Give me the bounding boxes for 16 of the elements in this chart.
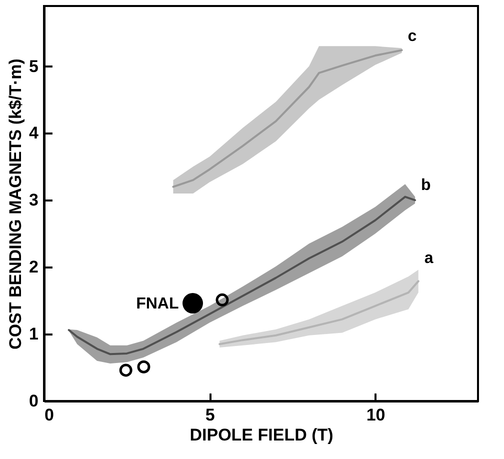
y-tick-label: 0 xyxy=(29,392,38,410)
x-tick-label: 10 xyxy=(366,406,386,424)
y-tick-label: 2 xyxy=(29,258,38,277)
y-tick-label: 5 xyxy=(29,56,38,76)
x-axis-title: DIPOLE FIELD (T) xyxy=(190,426,334,444)
line-series xyxy=(218,280,420,346)
y-tick-label: 1 xyxy=(29,324,38,344)
series-label: c xyxy=(408,28,417,46)
series-label: FNAL xyxy=(136,295,179,312)
series-label: a xyxy=(424,250,434,267)
y-tick-label: 4 xyxy=(29,124,40,143)
x-tick-label: 5 xyxy=(205,406,215,424)
series-label: b xyxy=(421,176,432,194)
y-axis-title: COST BENDING MAGNETS (k$/T·m) xyxy=(6,58,26,350)
y-tick-label: 3 xyxy=(29,190,38,210)
x-tick-label: 0 xyxy=(44,406,54,424)
